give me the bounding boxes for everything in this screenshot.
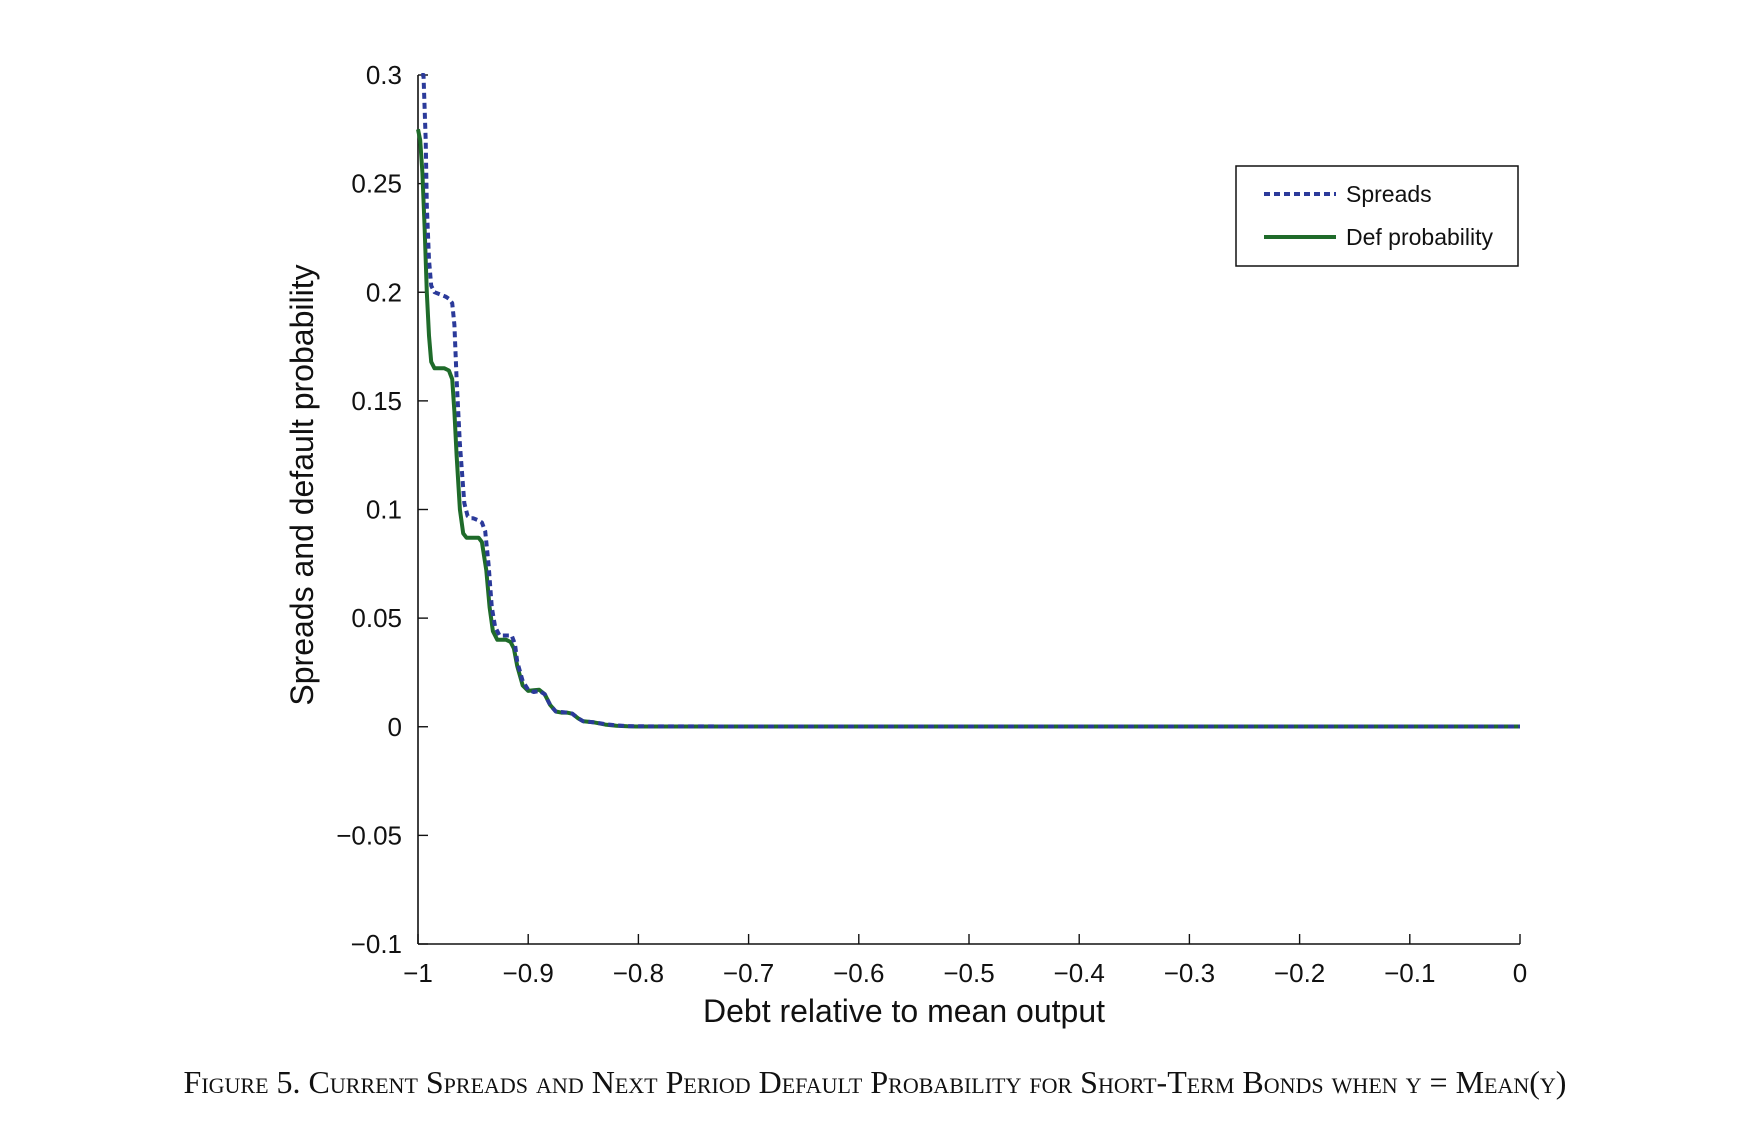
- legend-label-def-probability: Def probability: [1346, 224, 1494, 250]
- y-tick-label: −0.05: [336, 820, 402, 850]
- x-tick-label: −0.6: [833, 958, 884, 988]
- x-tick-label: −0.8: [613, 958, 664, 988]
- x-tick-label: −0.5: [943, 958, 994, 988]
- x-axis-label: Debt relative to mean output: [703, 993, 1105, 1029]
- y-tick-label: 0.2: [366, 277, 402, 307]
- y-tick-label: 0.3: [366, 60, 402, 90]
- ticks: −1 −0.9 −0.8 −0.7 −0.6 −0.5 −0.4 −0.3 −0.2 −0.1 0 −…: [336, 60, 1527, 988]
- x-tick-label: −0.7: [723, 958, 774, 988]
- series-spreads-line: [421, 73, 1520, 729]
- x-tick-label: 0: [1513, 958, 1527, 988]
- y-tick-label: 0.1: [366, 495, 402, 525]
- legend-box: [1235, 165, 1519, 267]
- y-axis-label: Spreads and default probability: [284, 264, 320, 705]
- x-tick-label: −0.3: [1164, 958, 1215, 988]
- y-tick-label: 0.05: [351, 603, 402, 633]
- legend: Spreads Def probability: [1235, 165, 1519, 267]
- x-tick-label: −0.9: [503, 958, 554, 988]
- legend-label-spreads: Spreads: [1346, 181, 1432, 207]
- y-tick-label: 0.25: [351, 169, 402, 199]
- y-tick-label: 0: [388, 712, 402, 742]
- y-tick-label: −0.1: [351, 929, 402, 959]
- x-tick-label: −0.4: [1054, 958, 1105, 988]
- x-tick-label: −0.2: [1274, 958, 1325, 988]
- figure-caption: Figure 5. Current Spreads and Next Perio…: [183, 1064, 1567, 1100]
- x-tick-label: −0.1: [1384, 958, 1435, 988]
- y-tick-label: 0.15: [351, 386, 402, 416]
- series-layer: [416, 73, 1520, 729]
- x-tick-label: −1: [403, 958, 433, 988]
